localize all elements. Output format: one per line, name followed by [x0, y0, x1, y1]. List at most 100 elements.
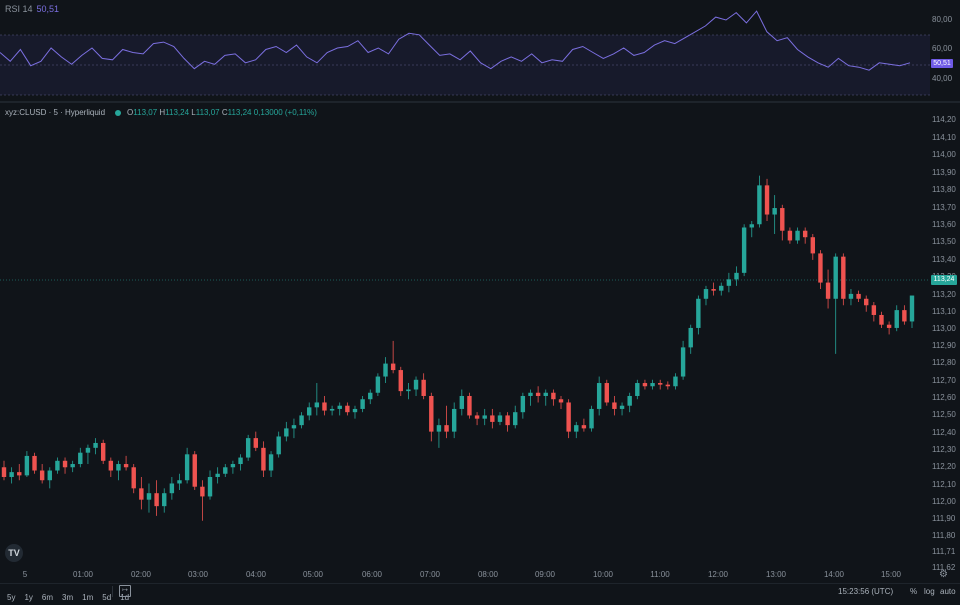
candle-body: [413, 379, 419, 390]
last-price-badge: 113,24: [931, 275, 957, 285]
timeframe-6m[interactable]: 6m: [41, 593, 54, 602]
candle-body: [123, 464, 129, 468]
candle-body: [772, 208, 777, 215]
price-tick-label: 112,10: [932, 480, 956, 489]
price-tick-label: 111,71: [932, 547, 956, 556]
candle-body: [864, 298, 869, 306]
candle-body: [490, 415, 495, 422]
candle-body: [383, 363, 388, 377]
percent-toggle[interactable]: %: [910, 587, 918, 596]
rsi-indicator-label[interactable]: RSI 14 50,51: [5, 4, 59, 14]
candle-body: [734, 272, 739, 280]
candle-body: [459, 395, 465, 409]
candle-body: [604, 383, 609, 403]
candle-body: [703, 289, 709, 299]
low-value: 113,07: [195, 108, 220, 117]
candle-body: [100, 442, 106, 461]
time-tick-label: 09:00: [534, 570, 556, 579]
price-tick-label: 113,60: [932, 220, 956, 229]
price-tick-label: 112,80: [932, 358, 956, 367]
price-tick-label: 112,90: [932, 341, 956, 350]
candle-body: [642, 383, 648, 387]
timeframe-1d[interactable]: 1d: [120, 593, 130, 602]
candle-body: [284, 428, 289, 437]
candle-body: [276, 436, 281, 455]
candle-body: [497, 415, 503, 422]
candle-body: [215, 473, 220, 477]
pane-divider[interactable]: [0, 101, 960, 103]
candle-body: [146, 493, 152, 500]
candle-body: [62, 460, 68, 468]
timeframe-1y[interactable]: 1y: [24, 593, 33, 602]
candle-body: [467, 395, 472, 416]
close-value: 113,24: [227, 108, 252, 117]
candle-body: [55, 460, 60, 471]
timeframe-5y[interactable]: 5y: [7, 593, 16, 602]
open-value: 113,07: [133, 108, 158, 117]
auto-toggle[interactable]: auto: [940, 587, 956, 596]
settings-gear-icon[interactable]: ⚙: [939, 569, 948, 580]
candle-body: [375, 376, 381, 393]
time-tick-label: 12:00: [707, 570, 729, 579]
candle-body: [345, 405, 350, 413]
candle-body: [108, 460, 114, 471]
candle-body: [596, 383, 602, 409]
candle-body: [352, 408, 358, 413]
candle-body: [139, 488, 144, 500]
clock[interactable]: 15:23:56 (UTC): [838, 587, 894, 596]
candle-body: [680, 347, 686, 377]
tradingview-logo[interactable]: TV: [5, 544, 23, 562]
candle-body: [909, 295, 915, 322]
candle-body: [436, 425, 442, 432]
toolbar-divider: [112, 586, 113, 597]
price-tick-label: 111,80: [932, 531, 956, 540]
candle-body: [70, 464, 75, 468]
symbol-name[interactable]: xyz:CLUSD · 5 · Hyperliquid: [5, 108, 106, 117]
rsi-value-badge: 50,51: [931, 59, 953, 68]
candle-body: [543, 392, 548, 396]
price-pane[interactable]: [0, 103, 930, 566]
time-tick-label: 11:00: [650, 570, 670, 579]
candle-body: [520, 395, 526, 413]
date-range-icon[interactable]: ↦: [119, 585, 131, 597]
time-tick-label: 01:00: [72, 570, 94, 579]
price-tick-label: 112,30: [932, 445, 956, 454]
candle-body: [635, 383, 640, 396]
candle-body: [39, 470, 45, 481]
candle-body: [200, 486, 205, 497]
price-tick-label: 114,10: [932, 133, 956, 142]
log-toggle[interactable]: log: [924, 587, 935, 596]
candle-body: [810, 237, 816, 254]
candle-body: [795, 230, 800, 241]
candle-body: [825, 282, 831, 299]
candle-body: [894, 310, 899, 328]
price-tick-label: 113,50: [932, 237, 956, 246]
candle-body: [482, 415, 487, 419]
candle-body: [17, 472, 22, 476]
candle-body: [291, 425, 297, 429]
timeframe-3m[interactable]: 3m: [62, 593, 74, 602]
time-tick-label: 15:00: [880, 570, 902, 579]
candle-body: [24, 455, 30, 476]
candle-body: [390, 363, 396, 371]
candle-body: [551, 392, 556, 400]
time-tick-label: 04:00: [245, 570, 267, 579]
candle-body: [368, 392, 373, 400]
price-tick-label: 113,00: [932, 324, 956, 333]
rsi-pane[interactable]: [0, 0, 930, 100]
high-value: 113,24: [165, 108, 190, 117]
time-tick-label: 03:00: [187, 570, 209, 579]
candle-body: [360, 399, 365, 409]
symbol-legend[interactable]: xyz:CLUSD · 5 · Hyperliquid O113,07 H113,…: [5, 108, 317, 117]
candle-body: [329, 408, 335, 411]
candle-body: [902, 310, 907, 322]
candle-body: [474, 415, 480, 419]
candle-body: [696, 298, 701, 328]
candle-body: [726, 279, 732, 286]
timeframe-5d[interactable]: 5d: [102, 593, 112, 602]
candle-body: [162, 493, 167, 507]
price-tick-label: 113,20: [932, 290, 956, 299]
candle-body: [749, 224, 754, 228]
timeframe-1m[interactable]: 1m: [82, 593, 94, 602]
